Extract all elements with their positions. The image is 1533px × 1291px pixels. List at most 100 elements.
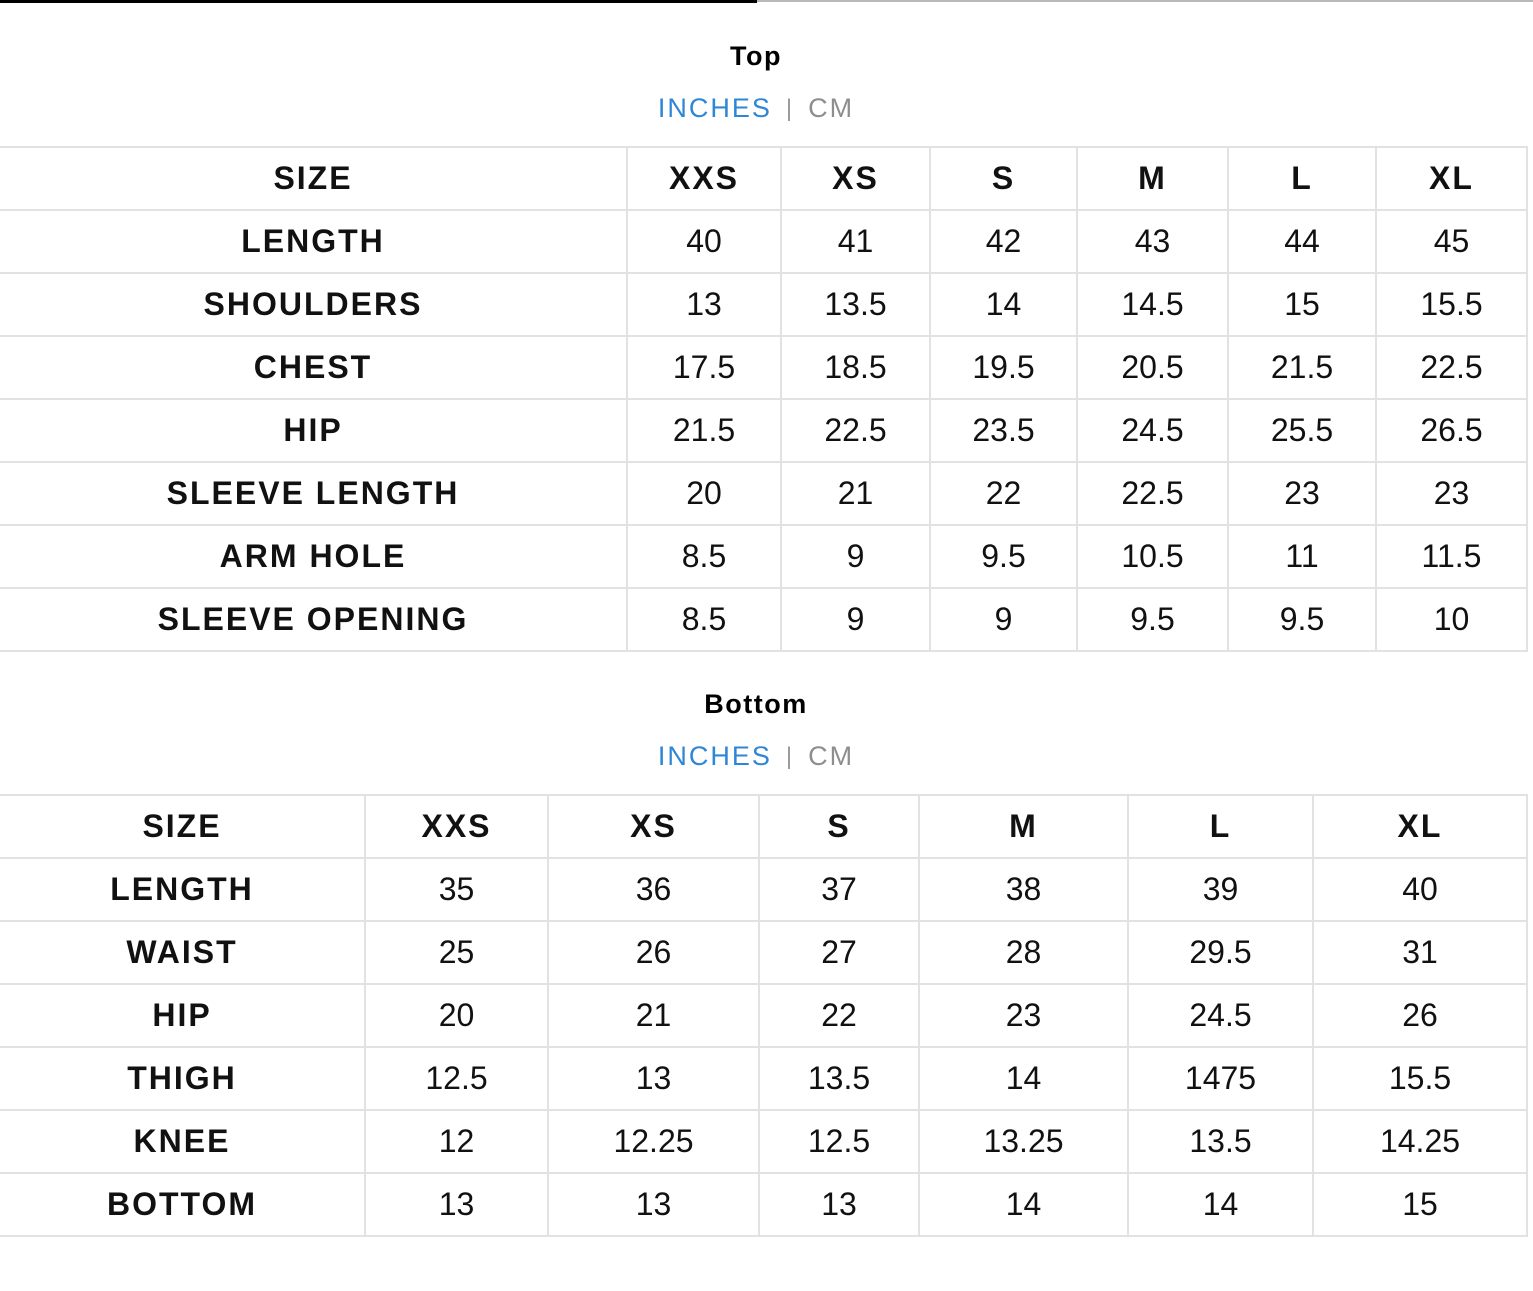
active-tab-indicator bbox=[0, 0, 757, 3]
table-row: SLEEVE OPENING 8.5 9 9 9.5 9.5 10 bbox=[0, 587, 1528, 652]
measurement-label: SHOULDERS bbox=[0, 272, 627, 337]
measurement-value: 24.5 bbox=[1076, 398, 1228, 463]
measurement-value: 44 bbox=[1227, 209, 1376, 274]
bottom-unit-toggle: INCHES | CM bbox=[0, 740, 1512, 774]
measurement-label: HIP bbox=[0, 398, 627, 463]
measurement-label: BOTTOM bbox=[0, 1172, 365, 1237]
measurement-value: 13.5 bbox=[1127, 1109, 1313, 1174]
measurement-value: 15 bbox=[1227, 272, 1376, 337]
measurement-value: 22 bbox=[758, 983, 919, 1048]
measurement-value: 9 bbox=[780, 524, 930, 589]
size-header-cell: XS bbox=[547, 794, 759, 859]
top-inches-toggle[interactable]: INCHES bbox=[657, 93, 772, 123]
bottom-unit-separator: | bbox=[785, 743, 795, 770]
bottom-size-table: SIZE XXS XS S M L XL LENGTH 35 36 37 38 39 40 WAIST 25 2… bbox=[0, 794, 1528, 1237]
size-header-cell: XL bbox=[1375, 146, 1528, 211]
measurement-value: 13 bbox=[758, 1172, 919, 1237]
measurement-label: KNEE bbox=[0, 1109, 365, 1174]
measurement-value: 20.5 bbox=[1076, 335, 1228, 400]
measurement-value: 11.5 bbox=[1375, 524, 1528, 589]
measurement-value: 13.5 bbox=[780, 272, 930, 337]
measurement-value: 21.5 bbox=[1227, 335, 1376, 400]
measurement-value: 21 bbox=[780, 461, 930, 526]
measurement-value: 23 bbox=[1375, 461, 1528, 526]
table-row: LENGTH 40 41 42 43 44 45 bbox=[0, 209, 1528, 274]
measurement-value: 14 bbox=[929, 272, 1077, 337]
size-header-cell: XL bbox=[1312, 794, 1528, 859]
measurement-value: 45 bbox=[1375, 209, 1528, 274]
table-row: BOTTOM 13 13 13 14 14 15 bbox=[0, 1172, 1528, 1237]
measurement-value: 23 bbox=[918, 983, 1128, 1048]
measurement-value: 25.5 bbox=[1227, 398, 1376, 463]
measurement-label: HIP bbox=[0, 983, 365, 1048]
measurement-value: 13 bbox=[364, 1172, 548, 1237]
measurement-value: 13.5 bbox=[758, 1046, 919, 1111]
table-row: SLEEVE LENGTH 20 21 22 22.5 23 23 bbox=[0, 461, 1528, 526]
measurement-value: 26 bbox=[1312, 983, 1528, 1048]
size-header-cell: XXS bbox=[364, 794, 548, 859]
measurement-value: 18.5 bbox=[780, 335, 930, 400]
measurement-value: 15.5 bbox=[1375, 272, 1528, 337]
measurement-value: 14 bbox=[918, 1046, 1128, 1111]
table-row: CHEST 17.5 18.5 19.5 20.5 21.5 22.5 bbox=[0, 335, 1528, 400]
measurement-value: 14.25 bbox=[1312, 1109, 1528, 1174]
measurement-value: 13 bbox=[547, 1046, 759, 1111]
measurement-value: 21.5 bbox=[626, 398, 781, 463]
size-header-cell: S bbox=[758, 794, 919, 859]
measurement-value: 17.5 bbox=[626, 335, 781, 400]
measurement-value: 24.5 bbox=[1127, 983, 1313, 1048]
measurement-value: 12.5 bbox=[364, 1046, 548, 1111]
measurement-value: 8.5 bbox=[626, 524, 781, 589]
measurement-label: WAIST bbox=[0, 920, 365, 985]
top-unit-separator: | bbox=[785, 95, 795, 122]
tab-divider bbox=[757, 0, 1533, 2]
measurement-value: 1475 bbox=[1127, 1046, 1313, 1111]
size-column-header: SIZE bbox=[0, 146, 627, 211]
measurement-value: 25 bbox=[364, 920, 548, 985]
top-header-row: SIZE XXS XS S M L XL bbox=[0, 146, 1528, 211]
size-header-cell: XS bbox=[780, 146, 930, 211]
table-row: HIP 21.5 22.5 23.5 24.5 25.5 26.5 bbox=[0, 398, 1528, 463]
measurement-value: 14 bbox=[1127, 1172, 1313, 1237]
size-header-cell: S bbox=[929, 146, 1077, 211]
measurement-value: 29.5 bbox=[1127, 920, 1313, 985]
bottom-section-title: Bottom bbox=[704, 689, 808, 719]
measurement-value: 22.5 bbox=[780, 398, 930, 463]
measurement-value: 26.5 bbox=[1375, 398, 1528, 463]
top-cm-toggle[interactable]: CM bbox=[808, 93, 855, 123]
top-section-title: Top bbox=[730, 41, 782, 71]
table-row: SHOULDERS 13 13.5 14 14.5 15 15.5 bbox=[0, 272, 1528, 337]
measurement-value: 9 bbox=[929, 587, 1077, 652]
measurement-value: 14 bbox=[918, 1172, 1128, 1237]
measurement-value: 9.5 bbox=[1227, 587, 1376, 652]
measurement-value: 10.5 bbox=[1076, 524, 1228, 589]
size-header-cell: M bbox=[1076, 146, 1228, 211]
measurement-value: 22.5 bbox=[1076, 461, 1228, 526]
measurement-value: 15.5 bbox=[1312, 1046, 1528, 1111]
measurement-value: 31 bbox=[1312, 920, 1528, 985]
measurement-value: 36 bbox=[547, 857, 759, 922]
measurement-value: 42 bbox=[929, 209, 1077, 274]
bottom-cm-toggle[interactable]: CM bbox=[808, 741, 855, 771]
size-header-cell: XXS bbox=[626, 146, 781, 211]
measurement-value: 37 bbox=[758, 857, 919, 922]
measurement-value: 14.5 bbox=[1076, 272, 1228, 337]
measurement-value: 40 bbox=[626, 209, 781, 274]
measurement-value: 9.5 bbox=[929, 524, 1077, 589]
table-row: KNEE 12 12.25 12.5 13.25 13.5 14.25 bbox=[0, 1109, 1528, 1174]
table-row: ARM HOLE 8.5 9 9.5 10.5 11 11.5 bbox=[0, 524, 1528, 589]
measurement-label: LENGTH bbox=[0, 857, 365, 922]
bottom-inches-toggle[interactable]: INCHES bbox=[657, 741, 772, 771]
size-column-header: SIZE bbox=[0, 794, 365, 859]
top-unit-toggle: INCHES | CM bbox=[0, 92, 1512, 126]
measurement-label: THIGH bbox=[0, 1046, 365, 1111]
measurement-value: 10 bbox=[1375, 587, 1528, 652]
measurement-value: 15 bbox=[1312, 1172, 1528, 1237]
bottom-header-row: SIZE XXS XS S M L XL bbox=[0, 794, 1528, 859]
measurement-value: 12 bbox=[364, 1109, 548, 1174]
measurement-value: 39 bbox=[1127, 857, 1313, 922]
size-header-cell: M bbox=[918, 794, 1128, 859]
measurement-value: 19.5 bbox=[929, 335, 1077, 400]
measurement-label: CHEST bbox=[0, 335, 627, 400]
table-row: HIP 20 21 22 23 24.5 26 bbox=[0, 983, 1528, 1048]
